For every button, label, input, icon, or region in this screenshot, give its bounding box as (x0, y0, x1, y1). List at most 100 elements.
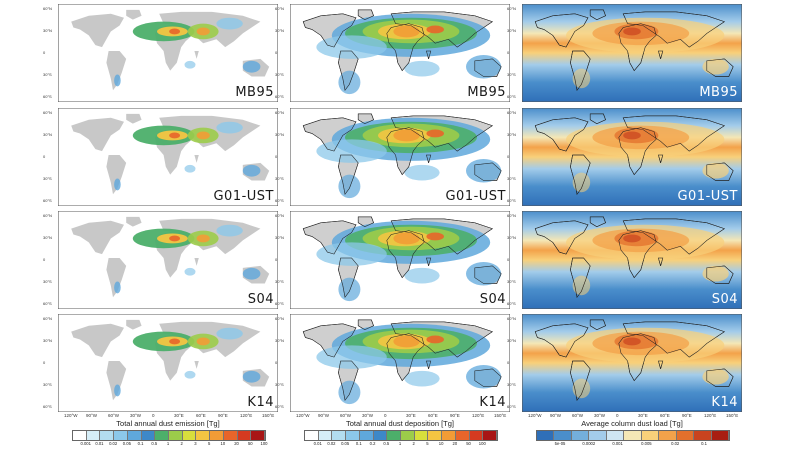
coastline (658, 360, 664, 369)
map-panel-deposition-s04: S04 (290, 211, 510, 309)
lat-tick-label: 60°N (275, 316, 284, 321)
lat-tick-label: 60°S (43, 198, 52, 203)
dust-field (572, 68, 591, 89)
map-frame (58, 4, 278, 102)
dust-field (316, 139, 387, 163)
lat-tick-label: 30°N (275, 235, 284, 240)
continent (106, 51, 127, 91)
model-label: G01-UST (677, 189, 738, 204)
dust-field (466, 158, 502, 183)
coastline (386, 230, 425, 279)
world-map (58, 4, 278, 102)
colorbar-swatch (624, 431, 642, 440)
colorbar-swatch (223, 431, 238, 440)
coastline (338, 50, 359, 91)
coastline (357, 113, 374, 124)
colorbar-swatch (210, 431, 224, 440)
dust-field (196, 131, 210, 140)
lon-tick-label: 120°W (528, 413, 542, 418)
colorbar-tick-label: 100 (478, 441, 486, 446)
colorbar-swatch (483, 431, 498, 440)
coastline (658, 50, 664, 59)
coastline (589, 9, 606, 20)
lon-tick-label: 30°W (594, 413, 606, 418)
colorbar-tick-label: 0.5 (151, 441, 158, 446)
lat-tick-label: 0 (43, 154, 46, 159)
world-map (290, 211, 510, 309)
coastline (474, 265, 502, 284)
dust-field (196, 234, 210, 243)
lat-tick-label: 30°S (43, 176, 52, 181)
lat-tick-label: 60°S (275, 94, 284, 99)
map-panel-load-g01-ust: G01-UST (522, 108, 742, 206)
dust-field (216, 327, 243, 340)
colorbar-tick-label: 2 (180, 441, 183, 446)
coastline (706, 265, 734, 284)
world-map (58, 108, 278, 206)
dust-field (114, 384, 121, 397)
lat-tick-label: 30°S (507, 382, 516, 387)
colorbar-tick-label: 0.001 (612, 441, 623, 446)
colorbar-tick-label: 50 (247, 441, 253, 446)
lat-tick-label: 60°N (507, 316, 516, 321)
coastline (534, 13, 589, 48)
colorbar-swatch (401, 431, 415, 440)
coastline (706, 368, 734, 387)
colorbar-swatch (428, 431, 443, 440)
lat-tick-label: 60°N (275, 213, 284, 218)
coastline (357, 319, 374, 330)
coastline (426, 50, 432, 59)
model-label: MB95 (699, 85, 738, 100)
model-label: S04 (711, 292, 738, 307)
colorbar-tick-label: 0.1 (355, 441, 362, 446)
lat-tick-label: 60°N (43, 6, 52, 11)
colorbar-labels: 0.001 0.01 0.02 0.05 0.1 0.5 1 2 3 5 10 20 50 100 (72, 441, 267, 449)
map-frame (58, 314, 278, 412)
colorbar-swatch (359, 431, 374, 440)
dust-field (316, 345, 387, 369)
dust-field (404, 370, 440, 387)
colorbar-swatch (442, 431, 456, 440)
dust-field (623, 234, 641, 243)
lon-tick-label: 90°E (450, 413, 460, 418)
lat-tick-label: 60°S (275, 198, 284, 203)
colorbar-swatch (659, 431, 677, 440)
colorbar-tick-label: 1 (398, 441, 402, 446)
dust-field (216, 121, 243, 134)
lon-tick-label: 30°E (638, 413, 648, 418)
colorbar-tick-label: 0.01 (313, 441, 322, 446)
colorbar-tick-label: 0.02 (109, 441, 118, 446)
lat-tick-label: 0 (275, 360, 278, 365)
continent (106, 258, 127, 298)
coastline (302, 117, 357, 152)
lat-tick-label: 60°S (43, 301, 52, 306)
dust-field (114, 281, 121, 294)
coastline (570, 154, 591, 195)
lat-tick-label: 60°N (43, 110, 52, 115)
coastline (622, 115, 725, 152)
colorbar-swatch (387, 431, 402, 440)
model-label: MB95 (235, 85, 274, 100)
colorbar-swatch (100, 431, 115, 440)
dust-field (702, 368, 729, 385)
lat-tick-label: 30°N (507, 235, 516, 240)
lat-tick-label: 60°S (507, 404, 516, 409)
map-frame (522, 211, 742, 309)
dust-field (184, 370, 196, 379)
colorbar-title: Total annual dust deposition [Tg] (346, 419, 454, 428)
colorbar-swatch (196, 431, 211, 440)
colorbar-swatch (373, 431, 388, 440)
dust-field (184, 60, 196, 69)
coastline (706, 162, 734, 181)
map-frame (58, 108, 278, 206)
dust-field (316, 35, 387, 59)
lon-tick-label: 0 (616, 413, 619, 418)
coastline (386, 23, 425, 72)
colorbar-labels: 5e-05 0.0002 0.001 0.005 0.02 0.1 (536, 441, 728, 449)
colorbar-tick-label: 0.05 (122, 441, 131, 446)
lat-tick-label: 60°S (507, 94, 516, 99)
map-panel-emission-g01-ust: G01-UST (58, 108, 278, 206)
lon-tick-label: 150°E (726, 413, 739, 418)
lon-tick-label: 90°W (86, 413, 98, 418)
lat-tick-label: 0 (43, 360, 46, 365)
